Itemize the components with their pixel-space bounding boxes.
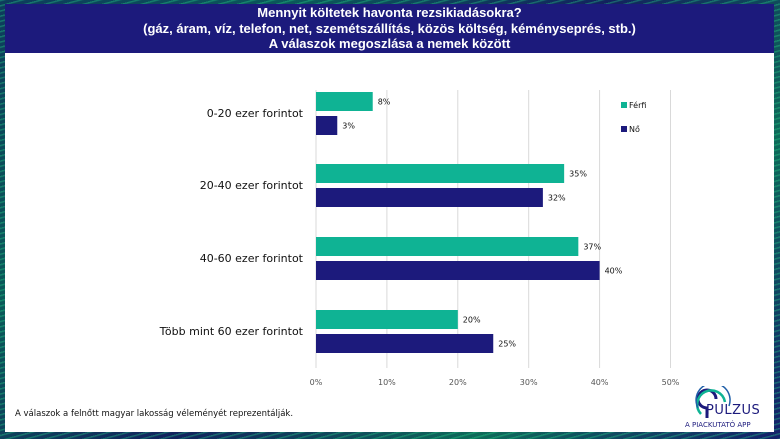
data-label: 8%	[378, 98, 391, 107]
logo-wordmark: PULZUS	[706, 403, 761, 418]
logo-tagline: A PIACKUTATÓ APP	[685, 421, 751, 429]
category-label: 20-40 ezer forintot	[200, 179, 304, 192]
bar-no	[316, 261, 600, 280]
chart-header: Mennyit költetek havonta rezsikiadásokra…	[5, 4, 774, 53]
data-label: 37%	[583, 243, 601, 252]
title-line-3: A válaszok megoszlása a nemek között	[268, 36, 511, 51]
data-label: 20%	[463, 316, 481, 325]
legend-swatch-ferfi	[621, 102, 627, 108]
x-tick-label: 0%	[310, 378, 323, 387]
x-tick-label: 30%	[520, 378, 538, 387]
category-label: Több mint 60 ezer forintot	[159, 325, 304, 338]
title-line-2: (gáz, áram, víz, telefon, net, szemétszá…	[143, 20, 636, 36]
x-tick-label: 20%	[449, 378, 467, 387]
legend-label: Férfi	[629, 100, 646, 110]
legend-label: Nő	[629, 125, 640, 134]
data-label: 35%	[569, 170, 587, 179]
pulzus-logo-icon	[695, 386, 731, 418]
data-label: 25%	[498, 340, 516, 349]
data-label: 3%	[342, 122, 355, 131]
data-label: 40%	[605, 267, 623, 276]
bar-ferfi	[316, 92, 373, 111]
category-label: 0-20 ezer forintot	[207, 107, 304, 120]
footnote: A válaszok a felnőtt magyar lakosság vél…	[15, 409, 294, 419]
bar-ferfi	[316, 164, 565, 183]
legend-swatch-no	[621, 126, 627, 132]
bar-chart: 0% 10% 20% 30% 40% 50% 0-20 ezer forintot 8% 3% 2…	[159, 90, 680, 387]
title-line-1: Mennyit költetek havonta rezsikiadásokra…	[257, 5, 522, 20]
bar-no	[316, 334, 494, 353]
bar-no	[316, 116, 338, 135]
bar-no	[316, 188, 543, 207]
category-label: 40-60 ezer forintot	[200, 252, 304, 265]
bar-ferfi	[316, 237, 579, 256]
data-label: 32%	[548, 194, 566, 203]
slide-panel: Mennyit költetek havonta rezsikiadásokra…	[5, 4, 774, 432]
x-tick-label: 40%	[591, 378, 609, 387]
x-tick-label: 10%	[378, 378, 396, 387]
bar-ferfi	[316, 310, 458, 329]
pulzus-logo: PULZUS A PIACKUTATÓ APP	[685, 386, 774, 432]
x-tick-label: 50%	[662, 378, 680, 387]
